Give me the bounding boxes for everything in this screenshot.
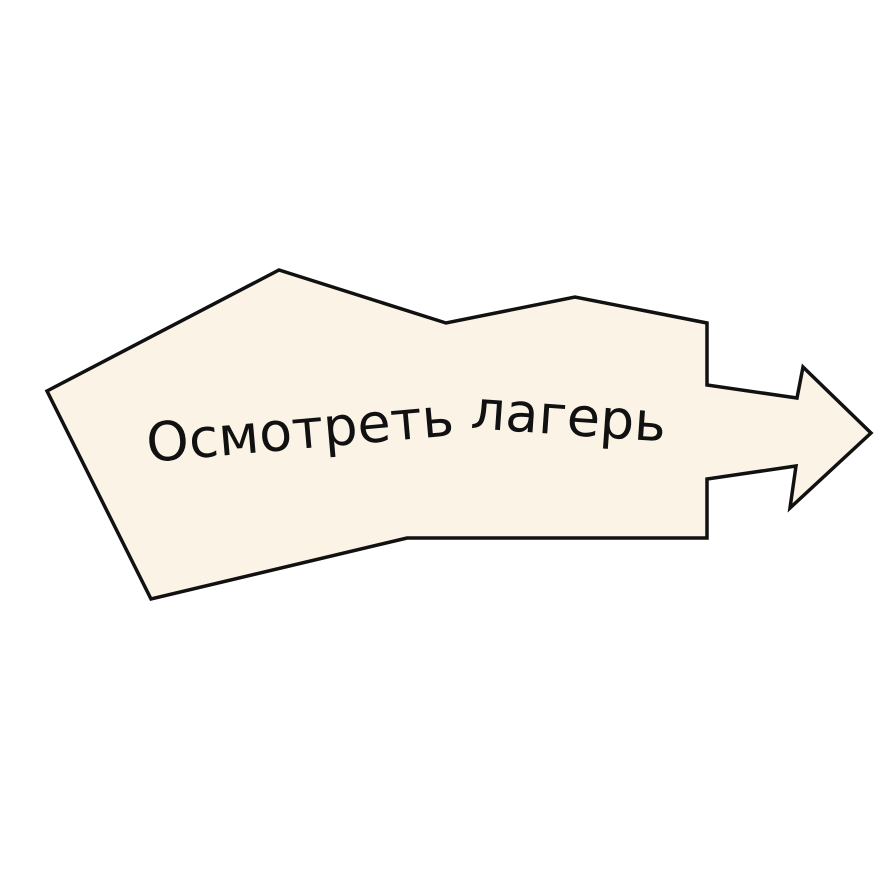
arrow-shape[interactable] bbox=[44, 268, 874, 602]
button-label-word-2: лагерь bbox=[469, 378, 668, 454]
